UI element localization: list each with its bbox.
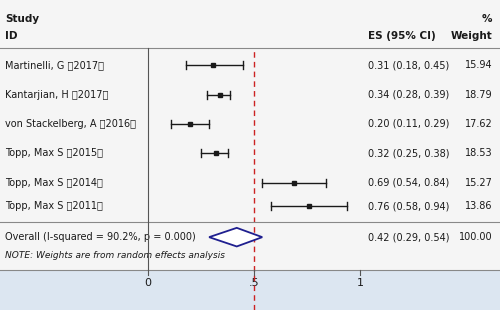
Text: von Stackelberg, A （2016）: von Stackelberg, A （2016） — [5, 119, 136, 129]
Text: 0.31 (0.18, 0.45): 0.31 (0.18, 0.45) — [368, 60, 449, 70]
Text: 0.42 (0.29, 0.54): 0.42 (0.29, 0.54) — [368, 232, 449, 242]
Text: Martinelli, G （2017）: Martinelli, G （2017） — [5, 60, 104, 70]
Text: 0.20 (0.11, 0.29): 0.20 (0.11, 0.29) — [368, 119, 449, 129]
Text: %: % — [482, 14, 492, 24]
Text: 0: 0 — [144, 278, 151, 288]
Text: 100.00: 100.00 — [459, 232, 492, 242]
Text: NOTE: Weights are from random effects analysis: NOTE: Weights are from random effects an… — [5, 251, 225, 260]
Text: Kantarjian, H （2017）: Kantarjian, H （2017） — [5, 90, 108, 100]
Text: 0.76 (0.58, 0.94): 0.76 (0.58, 0.94) — [368, 201, 449, 211]
Text: Overall (I-squared = 90.2%, p = 0.000): Overall (I-squared = 90.2%, p = 0.000) — [5, 232, 196, 242]
Text: Weight: Weight — [451, 31, 492, 41]
Text: Topp, Max S （2011）: Topp, Max S （2011） — [5, 201, 103, 211]
Text: 0.32 (0.25, 0.38): 0.32 (0.25, 0.38) — [368, 148, 449, 158]
Text: 0.69 (0.54, 0.84): 0.69 (0.54, 0.84) — [368, 178, 449, 188]
Text: Topp, Max S （2015）: Topp, Max S （2015） — [5, 148, 103, 158]
Bar — [0, 270, 500, 310]
Text: ID: ID — [5, 31, 18, 41]
Text: 17.62: 17.62 — [465, 119, 492, 129]
Text: ES (95% CI): ES (95% CI) — [368, 31, 435, 41]
Polygon shape — [209, 228, 262, 246]
Text: 18.79: 18.79 — [465, 90, 492, 100]
Text: Study: Study — [5, 14, 39, 24]
Text: 0.34 (0.28, 0.39): 0.34 (0.28, 0.39) — [368, 90, 449, 100]
Text: 15.27: 15.27 — [464, 178, 492, 188]
Text: Topp, Max S （2014）: Topp, Max S （2014） — [5, 178, 103, 188]
Text: 1: 1 — [356, 278, 364, 288]
Text: .5: .5 — [248, 278, 259, 288]
Text: 13.86: 13.86 — [465, 201, 492, 211]
Text: 15.94: 15.94 — [465, 60, 492, 70]
Bar — [0, 0, 500, 270]
Text: 18.53: 18.53 — [465, 148, 492, 158]
